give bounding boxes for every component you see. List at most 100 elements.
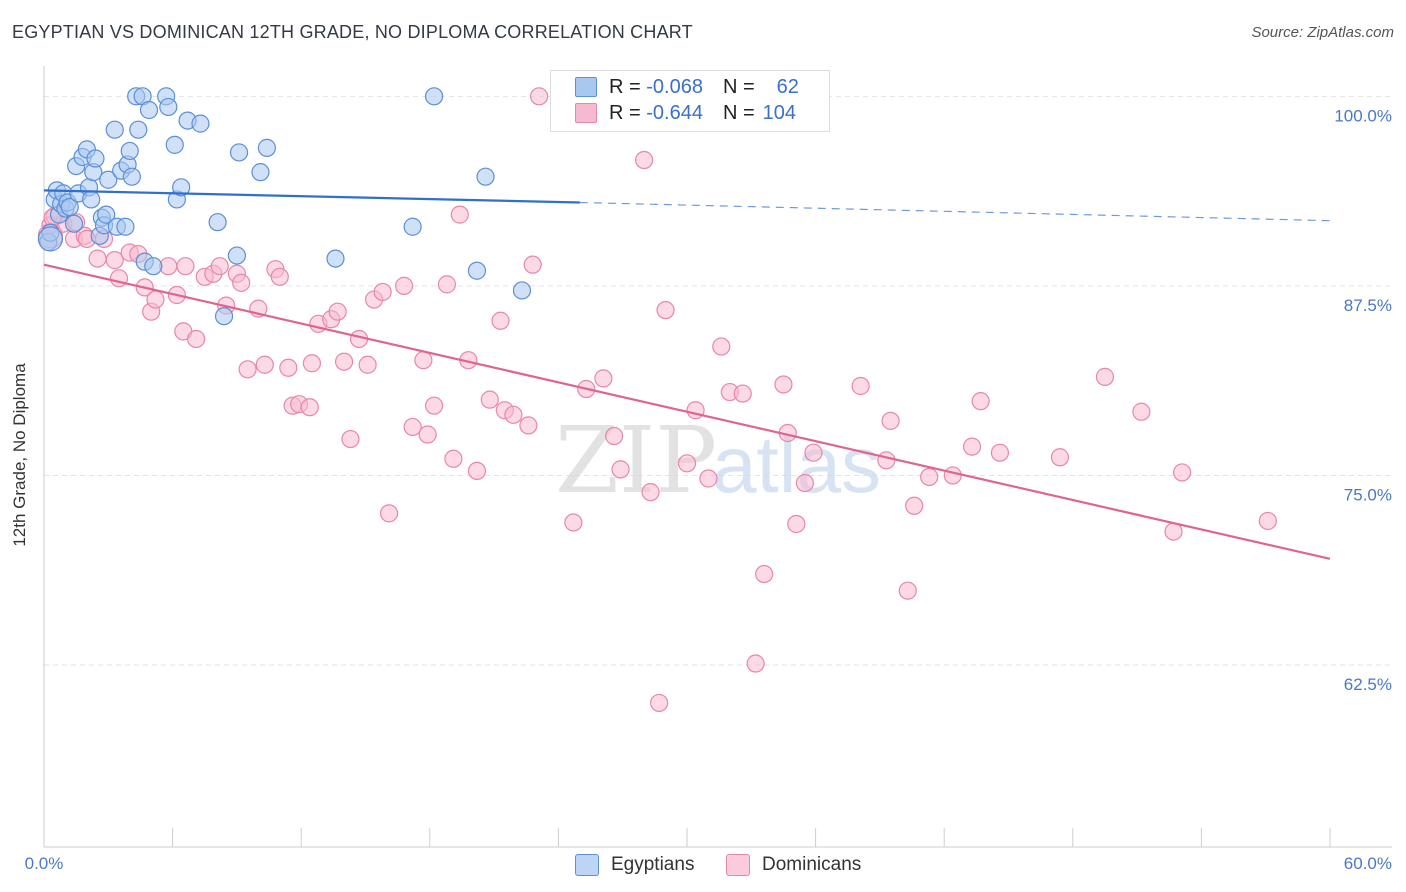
egyptians-point xyxy=(99,170,118,189)
dominicans-point xyxy=(210,257,229,276)
trend-lines xyxy=(43,189,1331,560)
egyptians-point xyxy=(129,120,148,139)
dominicans-point xyxy=(394,276,414,295)
egyptians-point xyxy=(159,97,178,117)
dominicans-point xyxy=(504,405,523,424)
egyptians-point xyxy=(122,167,141,186)
egyptians-point xyxy=(139,100,159,120)
legend-egyptians[interactable]: Egyptians xyxy=(575,852,694,878)
dominicans-point xyxy=(650,693,669,713)
legend-r-value: -0.644 xyxy=(646,101,703,124)
legend-dominicans[interactable]: Dominicans xyxy=(726,852,861,878)
dominicans-point xyxy=(358,355,377,374)
dominicans-point xyxy=(795,473,814,493)
legend-r-label: R = xyxy=(609,75,641,98)
dominicans-point xyxy=(1164,522,1183,541)
dominicans-point xyxy=(379,504,399,523)
egyptians-point xyxy=(105,120,124,139)
legend-r-label: R = xyxy=(609,101,641,124)
dominicans-point xyxy=(1095,367,1115,386)
egyptians-point xyxy=(227,246,246,265)
egyptians-point xyxy=(257,138,277,157)
dominicans-point xyxy=(105,251,124,270)
dominicans-point xyxy=(804,443,823,462)
dominicans-point xyxy=(187,329,206,349)
dominicans-point xyxy=(755,564,774,584)
dominicans-point xyxy=(733,384,752,403)
dominicans-point xyxy=(373,282,392,302)
egyptians-point xyxy=(60,197,79,217)
dominicans-point xyxy=(88,249,107,268)
dominicans-point xyxy=(523,255,542,274)
egyptians-point xyxy=(191,114,210,133)
dominicans-point xyxy=(1132,402,1151,421)
egyptians-point xyxy=(120,141,139,161)
y-tick-label: 75.0% xyxy=(1344,485,1392,504)
dominicans-point xyxy=(300,398,319,417)
dominicans-point xyxy=(279,358,298,377)
egyptians-point xyxy=(512,281,532,300)
dominicans-point xyxy=(176,257,195,276)
egyptians-point xyxy=(214,307,234,326)
dominicans-point xyxy=(564,513,583,532)
x-tick-label: 60.0% xyxy=(1344,854,1392,873)
dominicans-point xyxy=(480,390,499,409)
egyptians-point-large xyxy=(37,226,64,252)
dominicans-point xyxy=(712,337,731,356)
dominicans-point xyxy=(238,360,257,379)
legend-n-label: N = xyxy=(722,75,755,98)
dominicans-point xyxy=(450,205,469,224)
egyptians-point xyxy=(476,167,495,186)
dominicans-point xyxy=(635,150,654,170)
dominicans-point xyxy=(787,514,806,534)
dominicans-point xyxy=(877,451,896,470)
egyptians-points xyxy=(37,87,532,326)
dominicans-point xyxy=(444,449,463,468)
dominicans-point xyxy=(611,460,630,479)
chart-title: EGYPTIAN VS DOMINICAN 12TH GRADE, NO DIP… xyxy=(12,22,693,42)
egyptians-legend-label: Egyptians xyxy=(611,854,695,875)
legend-row-egyptians: R = -0.068 N = 62 xyxy=(575,75,799,99)
dominicans-point xyxy=(334,352,354,371)
legend-n-value: 62 xyxy=(776,75,799,98)
dominicans-swatch xyxy=(575,103,597,123)
egyptians-point xyxy=(86,149,105,168)
dominicans-legend-swatch xyxy=(726,854,750,876)
dominicans-legend-label: Dominicans xyxy=(762,854,862,875)
dominicans-point xyxy=(990,443,1010,462)
egyptians-point xyxy=(403,217,422,236)
dominicans-point xyxy=(403,417,422,437)
dominicans-point xyxy=(881,411,900,430)
dominicans-point xyxy=(467,461,487,481)
egyptians-legend-swatch xyxy=(575,854,599,876)
dominicans-points xyxy=(37,87,1277,713)
egyptians-point xyxy=(467,261,487,280)
dominicans-point xyxy=(898,581,917,600)
dominicans-point xyxy=(437,275,457,294)
dominicans-point xyxy=(677,454,697,473)
source-label: Source: ZipAtlas.com xyxy=(1251,24,1394,41)
egyptians-point xyxy=(165,135,184,154)
dominicans-point xyxy=(530,87,549,106)
dominicans-point xyxy=(255,355,274,374)
egyptians-point xyxy=(172,178,191,197)
stats-legend: R = -0.068 N = 62 R = -0.644 N = 104 xyxy=(550,70,830,132)
dominicans-point xyxy=(746,654,765,673)
egyptians-point xyxy=(326,249,345,268)
gridlines xyxy=(44,95,1392,666)
axes xyxy=(43,66,1392,848)
egyptians-point xyxy=(144,257,163,276)
y-tick-label: 100.0% xyxy=(1334,106,1392,125)
dominicans-point xyxy=(341,429,360,449)
egyptians-point xyxy=(82,190,101,209)
y-tick-label: 87.5% xyxy=(1344,296,1392,315)
dominicans-point xyxy=(424,396,444,415)
legend-n-value: 104 xyxy=(762,101,797,124)
dominicans-point xyxy=(641,483,660,502)
dominicans-point xyxy=(774,375,793,394)
dominicans-point xyxy=(971,392,990,411)
dominicans-point xyxy=(605,426,624,446)
dominicans-point xyxy=(594,369,613,388)
x-tick-label: 0.0% xyxy=(25,854,64,873)
